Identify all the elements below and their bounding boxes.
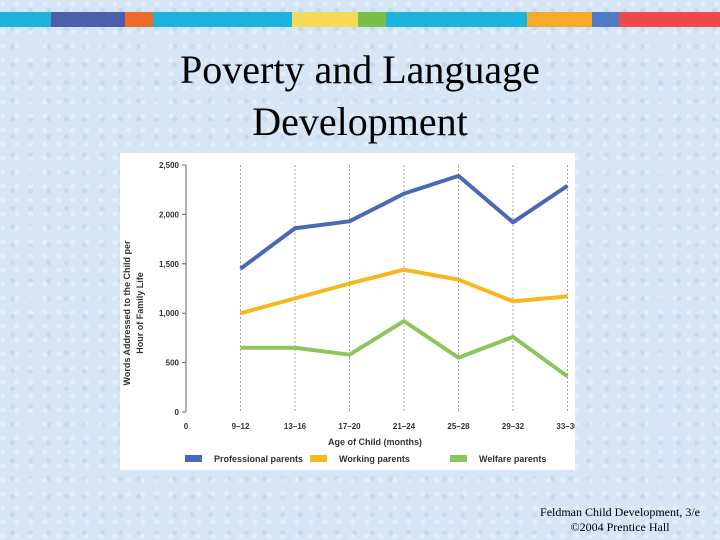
- x-tick-label: 33–36: [556, 422, 575, 431]
- x-tick-label: 21–24: [393, 422, 416, 431]
- legend-label: Working parents: [339, 454, 410, 464]
- x-tick-label: 9–12: [232, 422, 250, 431]
- stripe-segment: [125, 12, 153, 27]
- stripe-segment: [153, 12, 292, 27]
- line-chart: 0 500 1,000 1,500 2,000 2,500 0 9–12 13–16 17–20…: [122, 161, 575, 464]
- y-tick-label: 1,000: [159, 309, 180, 318]
- footer-credit: Feldman Child Development, 3/e ©2004 Pre…: [540, 505, 700, 535]
- y-tick-label: 500: [166, 359, 180, 368]
- title-line-2: Development: [252, 99, 468, 144]
- stripe-segment: [386, 12, 527, 27]
- y-axis-label-line-2: Hour of Family Life: [135, 272, 145, 354]
- color-stripe: [0, 12, 720, 27]
- y-tick-label: 1,500: [159, 260, 180, 269]
- footer-line-1: Feldman Child Development, 3/e: [540, 505, 700, 519]
- legend-label: Professional parents: [214, 454, 303, 464]
- stripe-segment: [358, 12, 386, 27]
- stripe-segment: [619, 12, 720, 27]
- stripe-segment: [292, 12, 358, 27]
- stripe-segment: [51, 12, 125, 27]
- footer-line-2: ©2004 Prentice Hall: [570, 520, 670, 534]
- stripe-segment: [527, 12, 592, 27]
- slide-title: Poverty and Language Development: [0, 44, 720, 148]
- legend-swatch: [450, 455, 467, 462]
- x-tick-label: 29–32: [502, 422, 525, 431]
- stripe-segment: [0, 12, 51, 27]
- x-axis-label: Age of Child (months): [328, 437, 422, 447]
- y-tick-label: 0: [175, 408, 180, 417]
- legend-label: Welfare parents: [479, 454, 546, 464]
- x-tick-label: 13–16: [284, 422, 307, 431]
- legend-swatch: [310, 455, 327, 462]
- y-axis-label-line-1: Words Addressed to the Child per: [122, 240, 132, 386]
- x-tick-label: 17–20: [338, 422, 361, 431]
- y-tick-label: 2,500: [159, 161, 180, 170]
- x-tick-label: 25–28: [447, 422, 470, 431]
- x-tick-label: 0: [184, 422, 189, 431]
- legend-swatch: [185, 455, 202, 462]
- title-line-1: Poverty and Language: [180, 47, 540, 92]
- chart: 0 500 1,000 1,500 2,000 2,500 0 9–12 13–16 17–20…: [120, 153, 575, 470]
- y-tick-label: 2,000: [159, 210, 180, 219]
- stripe-segment: [592, 12, 619, 27]
